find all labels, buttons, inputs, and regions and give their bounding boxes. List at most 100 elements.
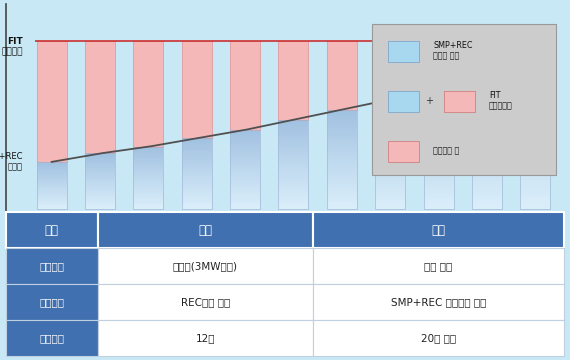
Bar <box>472 179 502 181</box>
Bar <box>36 184 67 185</box>
Bar <box>6 284 98 320</box>
Bar <box>520 81 550 85</box>
Bar <box>279 125 308 127</box>
Bar <box>424 175 454 177</box>
Bar <box>375 126 405 128</box>
Bar <box>279 173 308 175</box>
Bar <box>36 188 67 189</box>
Bar <box>133 153 164 154</box>
Bar <box>182 193 211 195</box>
Bar <box>375 174 405 176</box>
Bar <box>472 79 502 82</box>
Bar <box>182 141 211 143</box>
Bar <box>313 320 564 356</box>
Bar <box>182 163 211 165</box>
Bar <box>520 46 550 209</box>
Bar <box>520 144 550 147</box>
Bar <box>230 166 260 168</box>
Bar <box>36 185 67 186</box>
Bar <box>85 41 115 153</box>
Bar <box>230 161 260 163</box>
Bar <box>36 198 67 199</box>
Bar <box>182 171 211 172</box>
Bar <box>182 192 211 193</box>
Bar <box>520 196 550 199</box>
Bar <box>472 71 502 74</box>
Bar <box>279 157 308 159</box>
Bar <box>375 121 405 123</box>
Bar <box>230 160 260 162</box>
Text: REC가격 입찰: REC가격 입찰 <box>181 297 230 307</box>
Bar <box>327 147 357 149</box>
Bar <box>375 176 405 179</box>
Bar <box>327 145 357 148</box>
Bar <box>472 170 502 173</box>
Bar <box>36 41 67 162</box>
Text: SMP+REC 합산가격 입찰: SMP+REC 합산가격 입찰 <box>391 297 486 307</box>
Bar <box>424 119 454 122</box>
Bar <box>472 112 502 115</box>
Bar <box>327 143 357 145</box>
Bar <box>424 97 454 100</box>
Bar <box>472 148 502 151</box>
Bar <box>375 145 405 148</box>
Bar <box>85 169 115 170</box>
Bar <box>472 73 502 76</box>
Bar <box>36 196 67 197</box>
Bar <box>230 133 260 135</box>
Bar <box>520 121 550 124</box>
Bar <box>279 143 308 145</box>
Bar <box>85 174 115 176</box>
Bar <box>230 204 260 206</box>
Bar <box>520 41 550 46</box>
Bar <box>182 201 211 202</box>
Bar <box>520 127 550 131</box>
Bar <box>182 145 211 147</box>
Bar <box>424 170 454 173</box>
Bar <box>375 189 405 192</box>
Bar <box>182 196 211 198</box>
Bar <box>279 159 308 161</box>
Bar <box>133 164 164 165</box>
Bar <box>375 119 405 121</box>
Bar <box>85 179 115 180</box>
Bar <box>375 99 405 102</box>
Text: 제한 없음: 제한 없음 <box>425 261 453 271</box>
Bar <box>133 148 164 149</box>
Bar <box>133 162 164 163</box>
Bar <box>6 212 98 248</box>
Bar <box>472 107 502 109</box>
Bar <box>327 207 357 209</box>
Bar <box>133 163 164 164</box>
Bar <box>98 212 313 248</box>
Bar <box>36 187 67 188</box>
FancyBboxPatch shape <box>388 141 419 162</box>
Bar <box>182 207 211 209</box>
Bar <box>327 205 357 207</box>
Bar <box>85 166 115 167</box>
Bar <box>230 196 260 198</box>
Bar <box>424 87 454 90</box>
Bar <box>85 157 115 158</box>
Bar <box>520 134 550 137</box>
Bar <box>424 146 454 148</box>
Bar <box>182 178 211 179</box>
Bar <box>230 195 260 196</box>
Bar <box>36 201 67 202</box>
Bar <box>230 168 260 170</box>
Bar <box>424 192 454 194</box>
Bar <box>375 200 405 202</box>
Bar <box>85 162 115 163</box>
Bar <box>375 100 405 209</box>
Bar <box>472 184 502 187</box>
Bar <box>230 179 260 181</box>
Bar <box>182 154 211 155</box>
Bar <box>375 134 405 137</box>
Bar <box>279 127 308 129</box>
Bar <box>36 167 67 168</box>
Bar <box>375 113 405 115</box>
Bar <box>327 199 357 201</box>
Bar <box>327 177 357 179</box>
Bar <box>327 137 357 139</box>
Text: 현행: 현행 <box>198 224 213 237</box>
